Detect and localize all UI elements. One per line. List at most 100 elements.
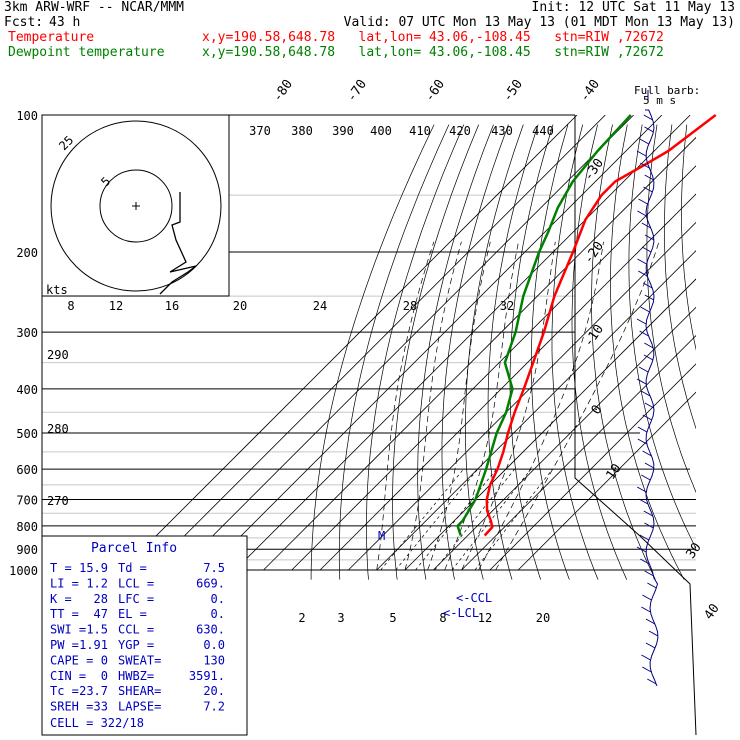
parcel-row-value-left: 0 <box>101 669 108 683</box>
parcel-row-value-left: 28 <box>94 592 108 606</box>
isotherm-label: 40 <box>701 601 722 622</box>
isotherm-label: -70 <box>344 77 370 105</box>
pressure-tick-label: 600 <box>16 463 38 477</box>
wind-barb-mark <box>637 426 648 433</box>
wind-barb-mark <box>644 570 654 577</box>
sounding-curves: <-CCL<-LCL M <box>378 114 717 620</box>
parcel-row-value-right: 0.0 <box>203 638 225 652</box>
dry-adiabat-line <box>664 124 696 430</box>
temperature-curve <box>483 114 717 537</box>
wind-barb-mark <box>642 666 652 673</box>
dry-adiabat-line <box>698 125 740 580</box>
isotherm-line <box>319 193 696 571</box>
isotherm-label: -50 <box>500 77 526 105</box>
parcel-row-label-right: LFC = <box>118 592 154 606</box>
pressure-tick-label: 900 <box>16 543 38 557</box>
pressure-tick-label: 1000 <box>9 564 38 578</box>
isotherm-line <box>348 221 696 571</box>
theta-label: 400 <box>370 124 392 138</box>
lcl-marker: <-LCL <box>443 606 479 620</box>
pressure-tick-label: 500 <box>16 427 38 441</box>
pressure-tick-label: 200 <box>16 246 38 260</box>
moist-adiabat-line <box>478 241 604 571</box>
wind-barb-mark <box>637 258 647 265</box>
parcel-row-value-left: 15.9 <box>79 561 108 575</box>
wind-barb-mark <box>642 450 652 457</box>
parcel-row-label-right: SWEAT= <box>118 653 161 667</box>
theta-label: 430 <box>491 124 513 138</box>
header-fcst-value: 43 h <box>49 15 81 30</box>
wind-barb-mark <box>643 510 654 517</box>
dry-adiabat-line <box>530 124 570 580</box>
hodograph-ring-inner <box>99 169 173 243</box>
moist-adiabat-group <box>376 241 660 571</box>
parcel-row-value-right: 130 <box>203 653 225 667</box>
parcel-row-label-left: K = <box>50 592 72 606</box>
parcel-row-value-right: 0. <box>211 607 225 621</box>
pressure-tick-label: 300 <box>16 326 38 340</box>
header-init: Init: 12 UTC Sat 11 May 13 <box>531 0 736 15</box>
parcel-row-label-left: Tc = <box>50 684 79 698</box>
hodograph-unit-label: kts <box>46 283 68 297</box>
wind-barb-mark <box>642 414 653 421</box>
isotherm-label: -60 <box>422 77 448 105</box>
parcel-row-label-right: HWBZ= <box>118 669 154 683</box>
parcel-row-label-right: SHEAR= <box>118 684 161 698</box>
theta-label: 380 <box>291 124 313 138</box>
wind-barb-column: Full barb:5 m s <box>634 84 700 687</box>
isotherm-line <box>121 115 578 571</box>
wind-barb-mark <box>642 594 652 601</box>
parcel-row-label-left: SREH = <box>50 700 93 714</box>
hodograph-center-cross <box>132 202 140 210</box>
isotherm-label: -40 <box>577 77 603 105</box>
wind-barb-mark <box>648 630 659 637</box>
parcel-row-value-right: 0. <box>211 592 225 606</box>
wind-staff-trace <box>645 109 659 687</box>
parcel-row-label-left: CIN = <box>50 669 86 683</box>
hodograph-speed-label: 32 <box>500 299 514 313</box>
mixing-ratio-label: 20 <box>536 611 550 625</box>
dry-adiabat-line <box>730 125 740 580</box>
parcel-row-label-left: SWI = <box>50 623 86 637</box>
legend-temperature-info: x,y=190.58,648.78 lat,lon= 43.06,-108.45… <box>202 30 664 45</box>
wind-barb-mark <box>647 678 657 685</box>
parcel-row-label-left: CAPE = <box>50 653 93 667</box>
wind-barb-mark <box>647 582 657 589</box>
barb-legend-line2: 5 m s <box>643 94 676 107</box>
isotherm-line <box>404 278 696 571</box>
wind-barb-mark <box>641 606 651 613</box>
wind-barb-mark <box>638 270 648 277</box>
mixing-ratio-label: 5 <box>389 611 396 625</box>
wind-barb-mark <box>643 354 654 361</box>
wind-barb-mark <box>639 138 650 145</box>
parcel-row-label-left: TT = <box>50 607 79 621</box>
parcel-row-value-left: 23.7 <box>79 684 108 698</box>
theta-side-label: 270 <box>47 494 69 508</box>
mixing-ratio-line <box>474 468 553 571</box>
parcel-row-value-right: 3591. <box>189 669 225 683</box>
wind-barb-mark <box>639 534 650 541</box>
wind-barb-mark <box>640 390 651 397</box>
hodograph-speed-label: 16 <box>165 299 179 313</box>
dry-adiabat-line <box>610 124 685 580</box>
isotherm-label: 0 <box>589 402 606 417</box>
isotherm-label: 10 <box>603 461 624 482</box>
legend-temperature-label: Temperature <box>8 30 95 45</box>
hodograph-speed-label: 12 <box>109 299 123 313</box>
hodograph-speed-label: 20 <box>233 299 247 313</box>
parcel-row-label-left: LI = <box>50 576 79 590</box>
parcel-row-value-left: 1.91 <box>79 638 108 652</box>
hodograph-trace <box>159 192 197 295</box>
wind-barb-mark <box>637 438 648 445</box>
dry-adiabat-line <box>571 124 628 580</box>
wind-barb-mark <box>644 234 655 241</box>
theta-label: 410 <box>409 124 431 138</box>
dry-adiabat-line <box>487 124 539 580</box>
parcel-row-label-left: T = <box>50 561 72 575</box>
isotherm-line <box>433 306 696 571</box>
wind-barb-mark <box>644 126 654 133</box>
wind-barb-mark <box>638 498 649 505</box>
parcel-row-value-right: 669. <box>196 576 225 590</box>
